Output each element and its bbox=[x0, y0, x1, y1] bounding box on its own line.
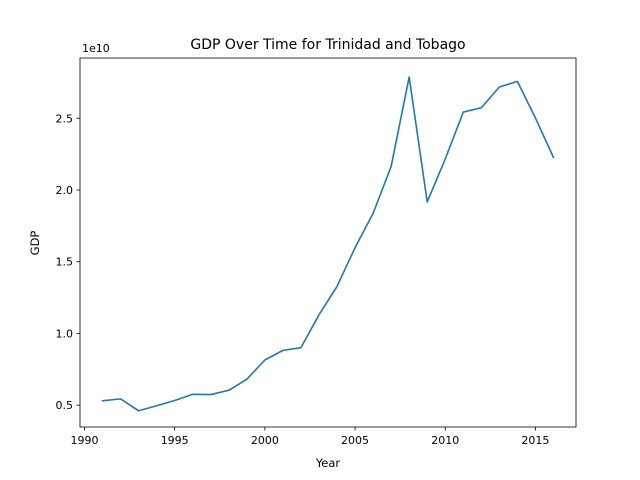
series-line-0 bbox=[101, 76, 555, 412]
x-tick-label: 2010 bbox=[431, 434, 459, 447]
x-tick-label: 1990 bbox=[71, 434, 99, 447]
y-axis-ticks: 0.5 1.0 1.5 2.0 2.5 bbox=[56, 112, 80, 412]
series-layer bbox=[101, 76, 555, 412]
y-axis-offset-label: 1e10 bbox=[82, 42, 110, 55]
x-tick-label: 2005 bbox=[341, 434, 369, 447]
plot-frame bbox=[79, 57, 577, 428]
y-tick-label: 2.0 bbox=[56, 184, 74, 197]
x-tick-label: 2015 bbox=[521, 434, 549, 447]
y-tick-label: 1.5 bbox=[56, 256, 74, 269]
x-tick-label: 2000 bbox=[251, 434, 279, 447]
y-axis-label: GDP bbox=[28, 231, 42, 256]
chart-title: GDP Over Time for Trinidad and Tobago bbox=[190, 37, 465, 53]
x-tick-label: 1995 bbox=[161, 434, 189, 447]
x-axis-label: Year bbox=[315, 456, 341, 470]
y-tick-label: 1.0 bbox=[56, 327, 74, 340]
x-axis-ticks: 1990 1995 2000 2005 2010 2015 bbox=[71, 427, 549, 447]
y-tick-label: 2.5 bbox=[56, 112, 74, 125]
y-tick-label: 0.5 bbox=[56, 399, 74, 412]
